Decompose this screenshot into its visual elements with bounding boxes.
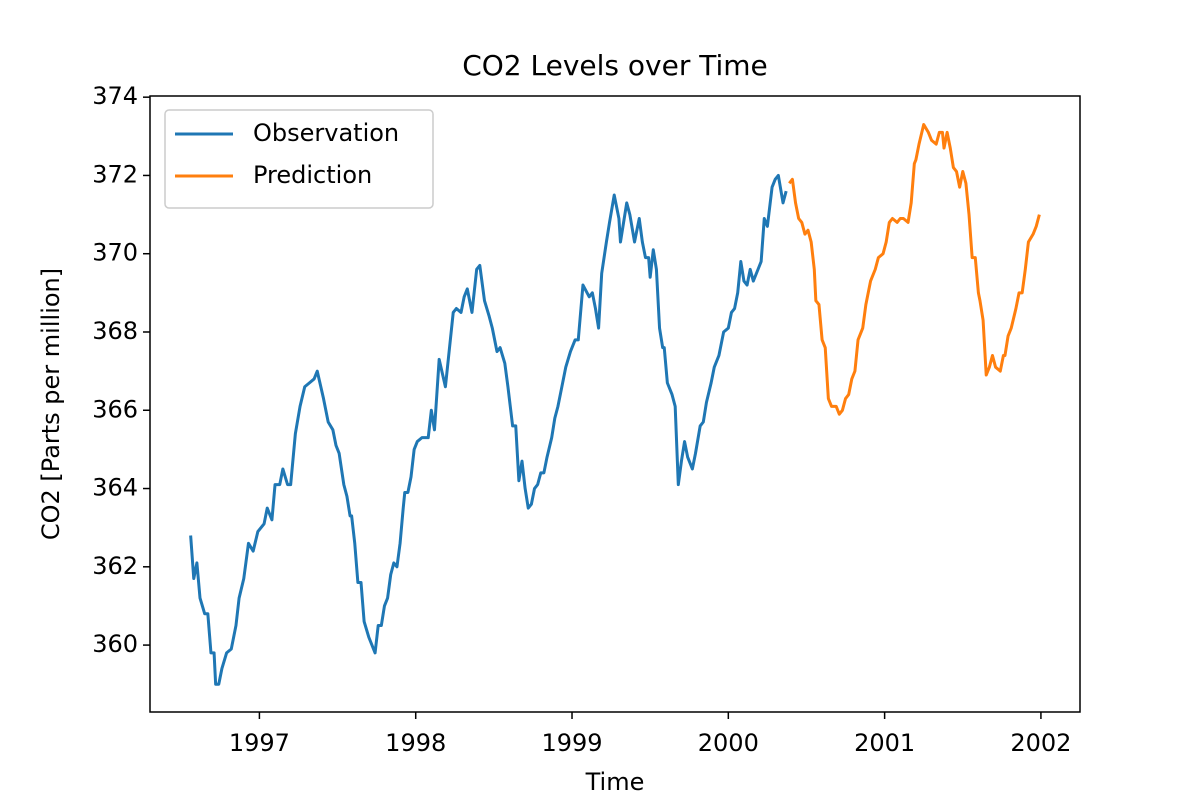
x-tick-label: 2002 <box>1010 729 1071 757</box>
chart-title: CO2 Levels over Time <box>462 49 768 82</box>
y-tick-label: 360 <box>92 630 138 658</box>
data-line <box>189 173 788 686</box>
x-axis-label: Time <box>585 768 645 796</box>
x-tick-label: 2000 <box>698 729 759 757</box>
x-tick-label: 1998 <box>385 729 446 757</box>
legend: Observation Prediction <box>164 109 434 209</box>
plot-area <box>189 123 1041 686</box>
x-tick-label: 1999 <box>541 729 602 757</box>
y-tick-label: 374 <box>92 82 138 110</box>
axes-frame <box>149 95 1081 713</box>
y-tick-label: 370 <box>92 239 138 267</box>
y-tick-label: 366 <box>92 395 138 423</box>
x-tick-label: 1997 <box>229 729 290 757</box>
data-line <box>788 123 1041 416</box>
y-axis-label: CO2 [Parts per million] <box>37 268 65 540</box>
y-tick-label: 372 <box>92 160 138 188</box>
legend-label: Observation <box>253 119 399 147</box>
y-tick-label: 362 <box>92 552 138 580</box>
x-tick-label: 2001 <box>854 729 915 757</box>
y-tick-label: 368 <box>92 317 138 345</box>
legend-label: Prediction <box>253 161 372 189</box>
y-tick-label: 364 <box>92 474 138 502</box>
